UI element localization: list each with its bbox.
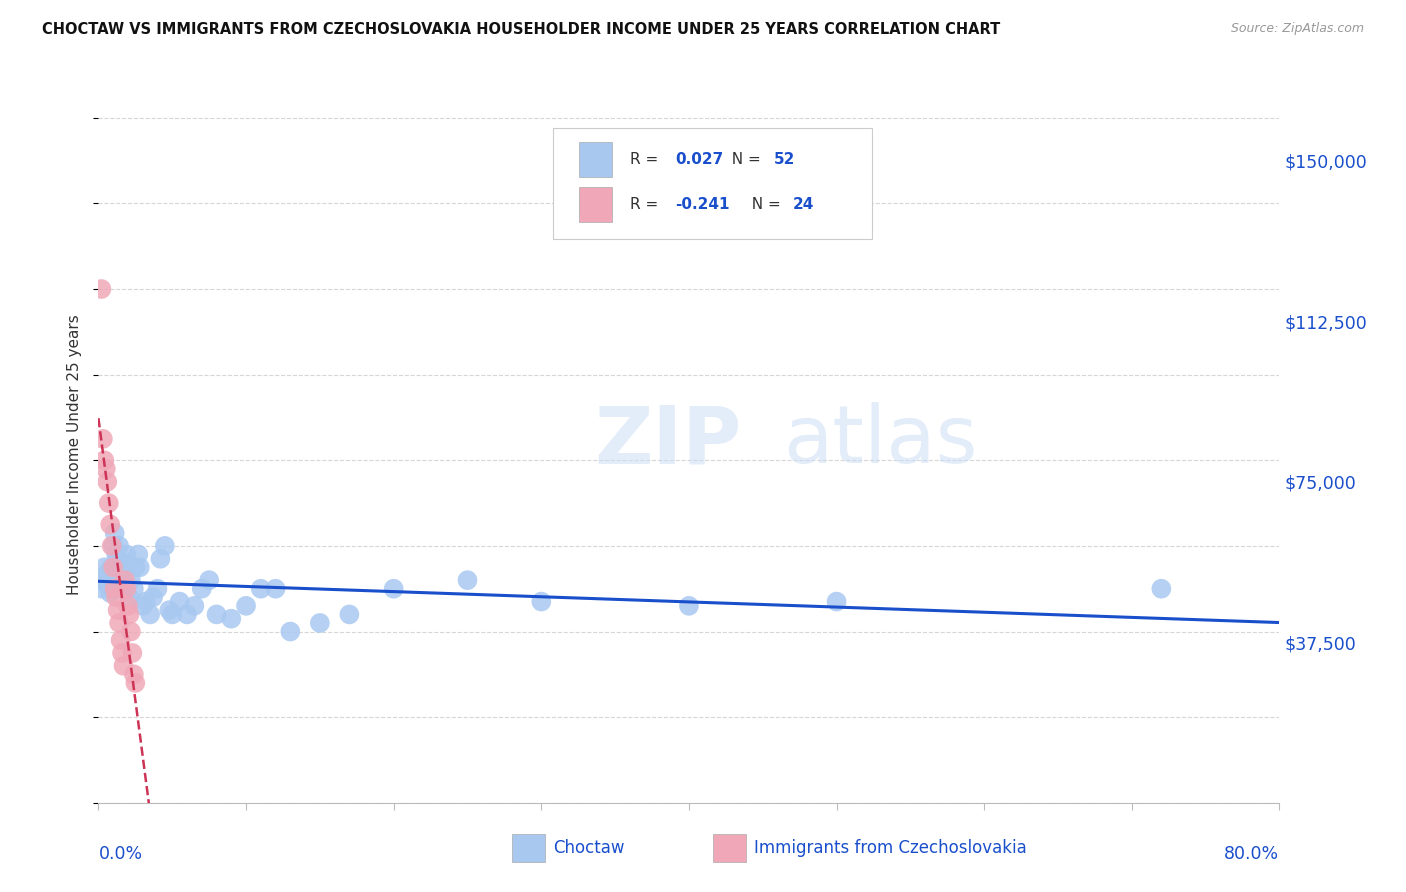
Point [122, 667, 145, 681]
Point [678, 599, 700, 613]
Point [110, 556, 132, 570]
Point [90, 582, 112, 596]
Point [107, 551, 129, 566]
Point [117, 599, 139, 613]
Bar [579, 187, 612, 222]
Point [121, 646, 143, 660]
Point [115, 548, 138, 562]
Point [176, 607, 198, 622]
Point [146, 582, 169, 596]
Point [153, 539, 176, 553]
Point [309, 615, 332, 630]
Point [157, 603, 180, 617]
Point [93, 560, 115, 574]
Point [110, 633, 132, 648]
Point [97, 565, 120, 579]
Point [98, 586, 121, 600]
Point [162, 607, 183, 622]
Point [124, 560, 146, 574]
Point [278, 624, 302, 639]
Point [100, 560, 122, 574]
Point [124, 676, 146, 690]
Point [93, 453, 115, 467]
Text: ZIP: ZIP [595, 402, 742, 480]
Point [115, 582, 138, 596]
Text: N =: N = [723, 152, 766, 167]
Text: N =: N = [742, 197, 786, 212]
Point [111, 646, 134, 660]
Point [91, 432, 114, 446]
Point [105, 548, 128, 562]
Point [191, 582, 214, 596]
Point [94, 569, 117, 583]
Point [100, 539, 122, 553]
Text: atlas: atlas [783, 402, 977, 480]
Point [103, 560, 125, 574]
Point [111, 573, 134, 587]
Point [139, 607, 162, 622]
Point [104, 526, 127, 541]
Text: -0.241: -0.241 [675, 197, 730, 212]
Text: 24: 24 [793, 197, 814, 212]
Point [250, 582, 273, 596]
Text: Choctaw: Choctaw [553, 839, 624, 857]
Text: R =: R = [630, 152, 664, 167]
Point [105, 591, 128, 605]
Point [825, 594, 848, 608]
Text: 80.0%: 80.0% [1225, 845, 1279, 863]
Point [122, 582, 145, 596]
Point [142, 591, 165, 605]
Point [96, 475, 118, 489]
Text: 52: 52 [773, 152, 796, 167]
Point [112, 582, 135, 596]
Point [339, 607, 360, 622]
Point [112, 658, 135, 673]
Point [530, 594, 553, 608]
Point [127, 548, 149, 562]
Point [103, 539, 125, 553]
Point [108, 539, 131, 553]
Text: 0.0%: 0.0% [98, 845, 142, 863]
Point [264, 582, 287, 596]
Point [97, 496, 120, 510]
Text: R =: R = [630, 197, 664, 212]
Point [128, 560, 150, 574]
Point [169, 594, 191, 608]
Point [104, 582, 127, 596]
Text: Immigrants from Czechoslovakia: Immigrants from Czechoslovakia [754, 839, 1026, 857]
Text: Source: ZipAtlas.com: Source: ZipAtlas.com [1230, 22, 1364, 36]
Point [120, 624, 142, 639]
Point [456, 573, 478, 587]
Point [90, 282, 112, 296]
Point [107, 603, 129, 617]
Point [149, 551, 172, 566]
Point [98, 517, 121, 532]
Point [114, 573, 136, 587]
Point [114, 556, 136, 570]
Point [198, 573, 221, 587]
Point [120, 573, 142, 587]
Point [235, 599, 257, 613]
Point [1150, 582, 1173, 596]
Point [219, 612, 242, 626]
Point [108, 615, 131, 630]
Y-axis label: Householder Income Under 25 years: Householder Income Under 25 years [67, 315, 83, 595]
Point [118, 591, 141, 605]
Point [118, 607, 141, 622]
Point [183, 599, 205, 613]
Point [91, 573, 114, 587]
Point [205, 607, 228, 622]
Text: 0.027: 0.027 [675, 152, 723, 167]
Bar [512, 834, 546, 862]
Point [94, 462, 117, 476]
Point [96, 577, 118, 591]
Point [132, 599, 155, 613]
Point [135, 594, 157, 608]
Point [382, 582, 405, 596]
Text: CHOCTAW VS IMMIGRANTS FROM CZECHOSLOVAKIA HOUSEHOLDER INCOME UNDER 25 YEARS CORR: CHOCTAW VS IMMIGRANTS FROM CZECHOSLOVAKI… [42, 22, 1001, 37]
Bar [579, 142, 612, 177]
Bar [713, 834, 745, 862]
FancyBboxPatch shape [553, 128, 872, 239]
